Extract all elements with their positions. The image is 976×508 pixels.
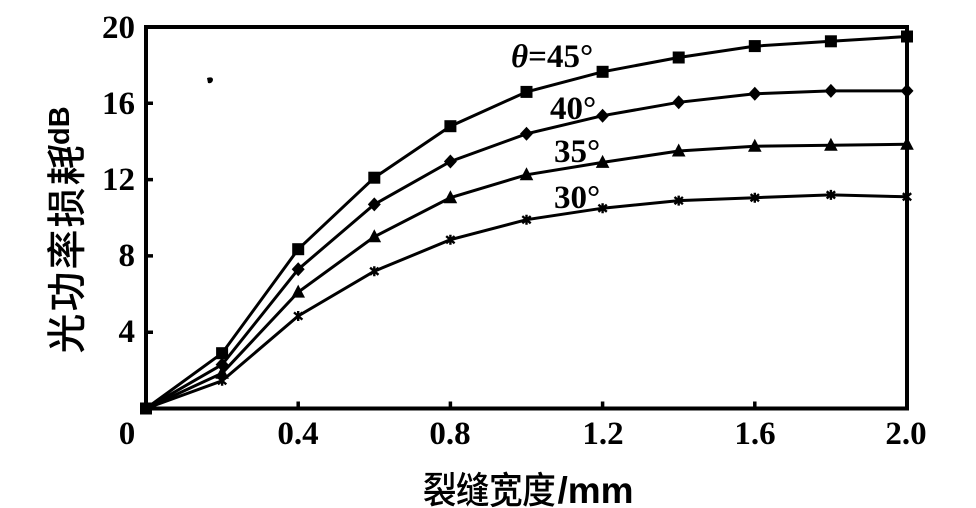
svg-text:1.2: 1.2 xyxy=(582,416,623,452)
svg-text:12: 12 xyxy=(102,162,135,198)
svg-text:40°: 40° xyxy=(550,91,596,127)
svg-text:0: 0 xyxy=(119,416,136,452)
svg-text:4: 4 xyxy=(119,314,136,350)
svg-text:8: 8 xyxy=(119,238,136,274)
svg-text:16: 16 xyxy=(102,86,135,122)
svg-text:/dB: /dB xyxy=(44,106,76,153)
svg-text:/mm: /mm xyxy=(558,470,634,508)
svg-text:1.6: 1.6 xyxy=(734,416,775,452)
svg-text:30°: 30° xyxy=(554,180,600,216)
svg-text:2.0: 2.0 xyxy=(885,416,926,452)
svg-text:35°: 35° xyxy=(554,134,600,170)
svg-text:0.4: 0.4 xyxy=(277,416,318,452)
svg-text:θ=45°: θ=45° xyxy=(511,39,593,75)
svg-text:0.8: 0.8 xyxy=(429,416,470,452)
svg-text:20: 20 xyxy=(102,10,135,46)
